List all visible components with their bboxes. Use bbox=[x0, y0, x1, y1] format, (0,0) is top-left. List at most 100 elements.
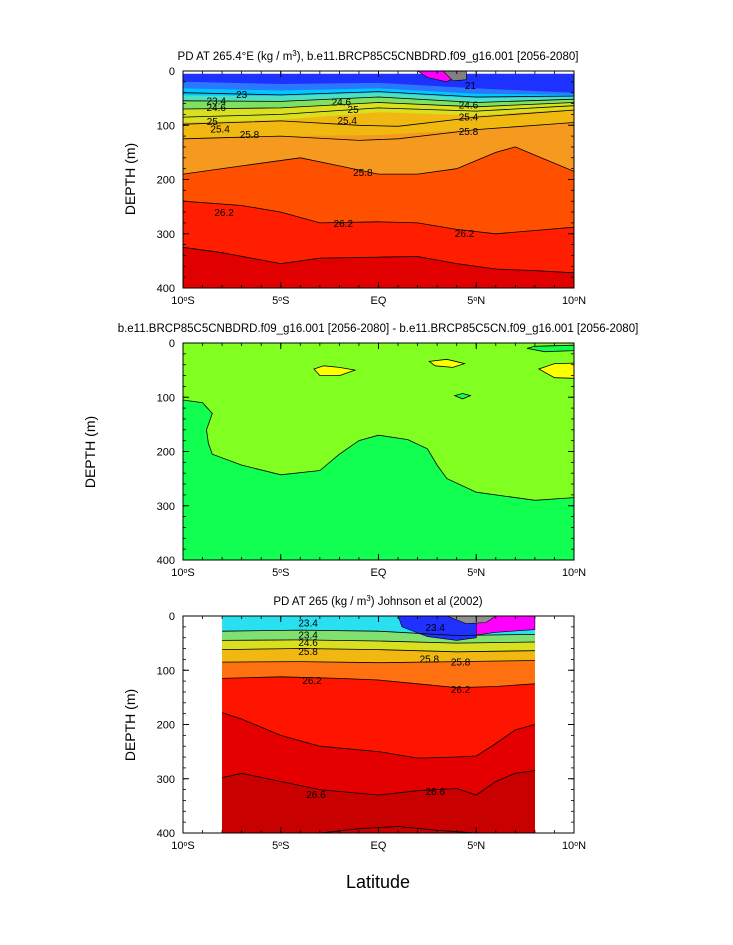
contour-label: 23.4 bbox=[425, 623, 445, 634]
y-tick-label: 0 bbox=[169, 66, 175, 78]
x-tick-label: 10oS bbox=[171, 840, 195, 852]
contour-label: 26.2 bbox=[302, 676, 322, 687]
surface-patch-1 bbox=[442, 71, 467, 82]
x-tick-label: 5oS bbox=[272, 567, 289, 579]
panel-top-ylabel: DEPTH (m) bbox=[122, 143, 138, 215]
y-tick-label: 200 bbox=[157, 175, 175, 187]
contour-label: 25.8 bbox=[298, 647, 318, 658]
contour-label: 25 bbox=[348, 105, 360, 116]
contour-label: 25.8 bbox=[420, 654, 440, 665]
contour-label: 26.2 bbox=[334, 219, 354, 230]
panel-middle-axes: 10oS 5oS EQ 5oN 10oN 0 100 200 300 400 bbox=[157, 338, 586, 579]
contour-label: 25.4 bbox=[459, 113, 479, 124]
contour-label: 26.6 bbox=[425, 787, 445, 798]
contour-label: 21 bbox=[465, 81, 477, 92]
panel-top-contour-fills bbox=[183, 71, 574, 288]
contour-label: 25.8 bbox=[240, 130, 260, 141]
panel-bottom-contour-labels: 23.423.424.625.826.226.225.8 25.823.426.6… bbox=[298, 619, 470, 801]
contour-label: 24.6 bbox=[332, 97, 352, 108]
contour-label: 24.6 bbox=[298, 638, 318, 649]
contour-region-4 bbox=[526, 344, 574, 353]
contour-line-2 bbox=[222, 648, 535, 653]
contour-label: 25.8 bbox=[459, 127, 479, 138]
x-tick-label: EQ bbox=[371, 567, 387, 579]
y-tick-label: 100 bbox=[157, 665, 175, 677]
contour-label: 25.4 bbox=[337, 116, 357, 127]
y-tick-label: 100 bbox=[157, 120, 175, 132]
contour-label: 23.4 bbox=[298, 619, 318, 630]
contour-line-0 bbox=[183, 91, 574, 98]
contour-line-5 bbox=[221, 712, 536, 759]
contour-band-7 bbox=[222, 770, 535, 833]
x-tick-label: 10oN bbox=[562, 840, 586, 852]
contour-line-6 bbox=[183, 146, 574, 175]
contour-line-0 bbox=[222, 629, 535, 636]
contour-label: 24.6 bbox=[207, 103, 227, 114]
contour-label: 26.2 bbox=[455, 229, 475, 240]
contour-label: 25.4 bbox=[210, 125, 230, 136]
contour-label: 25.8 bbox=[451, 658, 471, 669]
panel-bottom-ylabel: DEPTH (m) bbox=[122, 689, 138, 761]
panel-bottom-contour-fills bbox=[222, 616, 536, 833]
x-tick-label: 5oN bbox=[467, 567, 485, 579]
y-tick-label: 300 bbox=[157, 229, 175, 241]
contour-region-3 bbox=[537, 362, 574, 379]
x-tick-label: 5oS bbox=[272, 295, 289, 307]
x-tick-label: EQ bbox=[371, 295, 387, 307]
panel-middle-difference: b.e11.BRCP85C5CNBDRD.f09_g16.001 [2056-2… bbox=[82, 323, 638, 579]
contour-label: 23.4 bbox=[298, 631, 318, 642]
contour-label: 23.4 bbox=[207, 96, 227, 107]
contour-line-5 bbox=[183, 122, 574, 141]
surface-patch-0 bbox=[397, 616, 477, 641]
panel-middle-ylabel: DEPTH (m) bbox=[82, 416, 98, 488]
contour-label: 26.6 bbox=[306, 790, 326, 801]
x-tick-label: 10oS bbox=[171, 295, 195, 307]
contour-line-7 bbox=[319, 826, 477, 833]
y-tick-label: 300 bbox=[157, 774, 175, 786]
contour-line-8 bbox=[183, 246, 574, 274]
panel-bottom-title: PD AT 265 (kg / m3) Johnson et al (2002) bbox=[273, 594, 482, 609]
x-tick-label: 5oS bbox=[272, 840, 289, 852]
panel-top-axes: 10oS 5oS EQ 5oN 10oN 0 100 200 300 400 bbox=[157, 66, 586, 307]
contour-region-5 bbox=[453, 393, 472, 400]
contour-line-2 bbox=[183, 102, 574, 110]
contour-band-10 bbox=[183, 247, 574, 288]
panel-top-title: PD AT 265.4°E (kg / m3), b.e11.BRCP85C5C… bbox=[178, 49, 579, 64]
contour-line-1 bbox=[222, 639, 535, 644]
contour-line-7 bbox=[183, 200, 574, 235]
contour-line-4 bbox=[183, 109, 574, 127]
panel-middle-title: b.e11.BRCP85C5CNBDRD.f09_g16.001 [2056-2… bbox=[118, 323, 639, 335]
panel-bottom-axes: 10oS 5oS EQ 5oN 10oN 0 100 200 300 400 bbox=[157, 611, 586, 852]
y-tick-label: 0 bbox=[169, 338, 175, 350]
x-tick-label: 10oS bbox=[171, 567, 195, 579]
x-tick-label: 10oN bbox=[562, 567, 586, 579]
contour-label: 25 bbox=[207, 117, 219, 128]
surface-patch-2 bbox=[446, 616, 497, 624]
x-tick-label: 10oN bbox=[562, 295, 586, 307]
y-tick-label: 200 bbox=[157, 720, 175, 732]
y-tick-label: 300 bbox=[157, 501, 175, 513]
y-tick-label: 400 bbox=[157, 555, 175, 567]
contour-region-0 bbox=[183, 399, 574, 560]
contour-label: 26.2 bbox=[451, 685, 471, 696]
contour-line-3 bbox=[183, 105, 574, 118]
contour-line-4 bbox=[222, 676, 535, 689]
panel-bottom-contour-lines bbox=[221, 629, 536, 833]
surface-patch-1 bbox=[476, 616, 536, 636]
panel-top-contour-lines bbox=[183, 91, 574, 274]
contour-label: 25.8 bbox=[353, 168, 373, 179]
x-tick-label: 5oN bbox=[467, 295, 485, 307]
y-tick-label: 400 bbox=[157, 283, 175, 295]
x-tick-label: EQ bbox=[371, 840, 387, 852]
contour-label: 24.6 bbox=[459, 101, 479, 112]
contour-label: 26.2 bbox=[214, 208, 234, 219]
panel-top-density-model: PD AT 265.4°E (kg / m3), b.e11.BRCP85C5C… bbox=[122, 49, 586, 308]
contour-region-2 bbox=[428, 358, 466, 368]
contour-line-6 bbox=[222, 770, 535, 796]
x-tick-label: 5oN bbox=[467, 840, 485, 852]
contour-region-1 bbox=[313, 365, 357, 376]
panel-bottom-density-obs: PD AT 265 (kg / m3) Johnson et al (2002)… bbox=[122, 594, 586, 853]
figure-xlabel: Latitude bbox=[346, 872, 410, 892]
